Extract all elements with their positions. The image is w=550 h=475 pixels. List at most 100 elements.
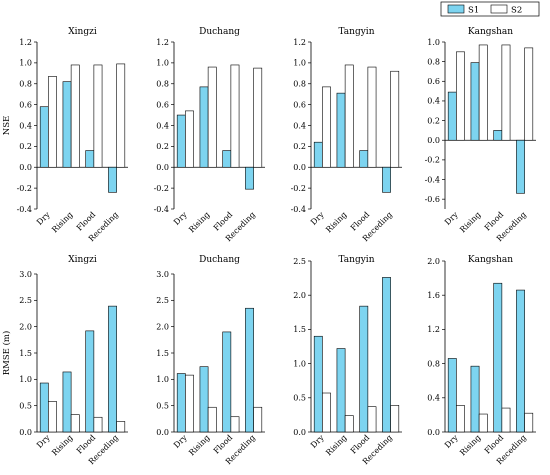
bar-s1 [359, 150, 369, 168]
y-tick-label: 0.5 [293, 394, 306, 403]
bar-s2 [367, 406, 377, 433]
y-tick-label: 1.0 [19, 59, 32, 68]
bar-s1 [176, 114, 186, 168]
bar-s2 [478, 44, 488, 141]
bar-s1 [336, 92, 346, 168]
y-tick-label: 1.0 [427, 38, 440, 47]
bar-s2 [524, 412, 534, 433]
bar-s1 [85, 330, 95, 433]
y-tick-label: 0.4 [156, 121, 169, 130]
bar-s2 [524, 47, 534, 141]
legend-swatch-s1 [447, 4, 465, 14]
y-tick-label: 0.8 [19, 80, 32, 89]
y-tick-label: 0.6 [427, 77, 440, 86]
y-tick-label: 0.0 [19, 428, 32, 437]
y-tick-label: 0.2 [293, 142, 306, 151]
legend-frame [440, 1, 540, 17]
y-tick-label: 1.0 [156, 375, 169, 384]
bar-s1 [245, 166, 254, 190]
y-tick-label: 2.0 [156, 322, 169, 331]
y-axis-label: RMSE (m) [1, 331, 12, 376]
bar-s2 [48, 401, 57, 433]
y-tick-label: 0.0 [293, 163, 306, 172]
bar-s1 [39, 382, 49, 433]
bar-s1 [447, 358, 457, 433]
bar-s2 [116, 63, 126, 168]
bar-s2 [478, 413, 488, 433]
bar-s2 [93, 64, 103, 168]
bar-s2 [207, 66, 217, 168]
y-tick-label: 2.0 [427, 257, 440, 266]
y-tick-label: 0.0 [156, 163, 169, 172]
y-tick-label: 0.4 [19, 121, 32, 130]
bar-s2 [230, 64, 240, 168]
y-tick-label: 0.6 [156, 100, 169, 109]
y-tick-label: 0.0 [293, 428, 306, 437]
bar-s1 [245, 307, 254, 433]
y-tick-label: 3.0 [19, 270, 32, 279]
y-tick-label: 1.0 [293, 59, 306, 68]
y-tick-label: -0.2 [425, 156, 440, 165]
bar-s1 [222, 150, 232, 168]
y-tick-label: -0.4 [154, 205, 169, 214]
x-tick-label: Rising [324, 433, 348, 457]
y-tick-label: 0.5 [156, 401, 169, 410]
panel-title: Duchang [199, 255, 240, 265]
bar-s2 [344, 64, 354, 168]
y-tick-label: 2.5 [19, 296, 32, 305]
y-tick-label: 0.8 [156, 80, 169, 89]
y-tick-label: -0.4 [17, 205, 32, 214]
x-tick-label: Dry [35, 210, 52, 227]
x-tick-label: Dry [172, 210, 189, 227]
y-tick-label: 1.5 [19, 349, 32, 358]
y-tick-label: -0.4 [291, 205, 306, 214]
x-tick-label: Rising [50, 210, 74, 234]
bar-s2 [390, 405, 400, 433]
bar-s2 [501, 407, 511, 433]
bar-s2 [185, 374, 194, 433]
y-tick-label: 1.6 [427, 291, 440, 300]
chart-panel: Duchang -0.4 -0.2 0.0 0.2 0.4 0.6 0.8 1.0 1.2 DryR… [154, 27, 265, 243]
x-tick-label: Rising [187, 210, 211, 234]
bar-s1 [470, 365, 480, 433]
x-tick-label: Dry [443, 210, 460, 227]
y-tick-label: 0.5 [19, 401, 32, 410]
bar-s1 [108, 305, 117, 433]
legend-swatch-s2 [490, 4, 508, 14]
bar-s1 [516, 289, 525, 433]
y-tick-label: 1.2 [427, 325, 440, 334]
bar-s2 [253, 67, 263, 168]
y-tick-label: 0.0 [427, 428, 440, 437]
y-tick-label: 0.8 [427, 57, 440, 66]
bar-s1 [336, 348, 346, 433]
y-tick-label: 0.8 [293, 80, 306, 89]
bar-s1 [359, 305, 369, 433]
bar-s1 [176, 373, 186, 433]
x-tick-label: Dry [172, 433, 189, 450]
bar-s2 [93, 416, 103, 433]
bar-s1 [62, 371, 72, 433]
legend-label-s1: S1 [468, 6, 479, 16]
bar-s2 [322, 86, 331, 168]
bar-s2 [501, 44, 511, 141]
bar-s1 [313, 141, 323, 168]
x-tick-label: Dry [309, 210, 326, 227]
x-tick-label: Rising [187, 433, 211, 457]
panel-title: Duchang [199, 27, 240, 37]
bar-s2 [456, 51, 465, 141]
panel-title: Tangyin [339, 255, 375, 265]
y-tick-label: 0.0 [427, 136, 440, 145]
y-tick-label: -0.4 [425, 175, 440, 184]
y-tick-label: 0.2 [19, 142, 32, 151]
y-tick-label: 1.2 [293, 38, 306, 47]
panel-title: Kangshan [468, 27, 513, 37]
legend: S1 S2 [440, 1, 540, 17]
bar-s1 [222, 331, 232, 433]
y-tick-label: 1.0 [293, 359, 306, 368]
bar-s2 [185, 110, 194, 168]
bar-s1 [199, 86, 209, 168]
bar-s1 [199, 366, 209, 433]
bar-s2 [48, 76, 57, 168]
